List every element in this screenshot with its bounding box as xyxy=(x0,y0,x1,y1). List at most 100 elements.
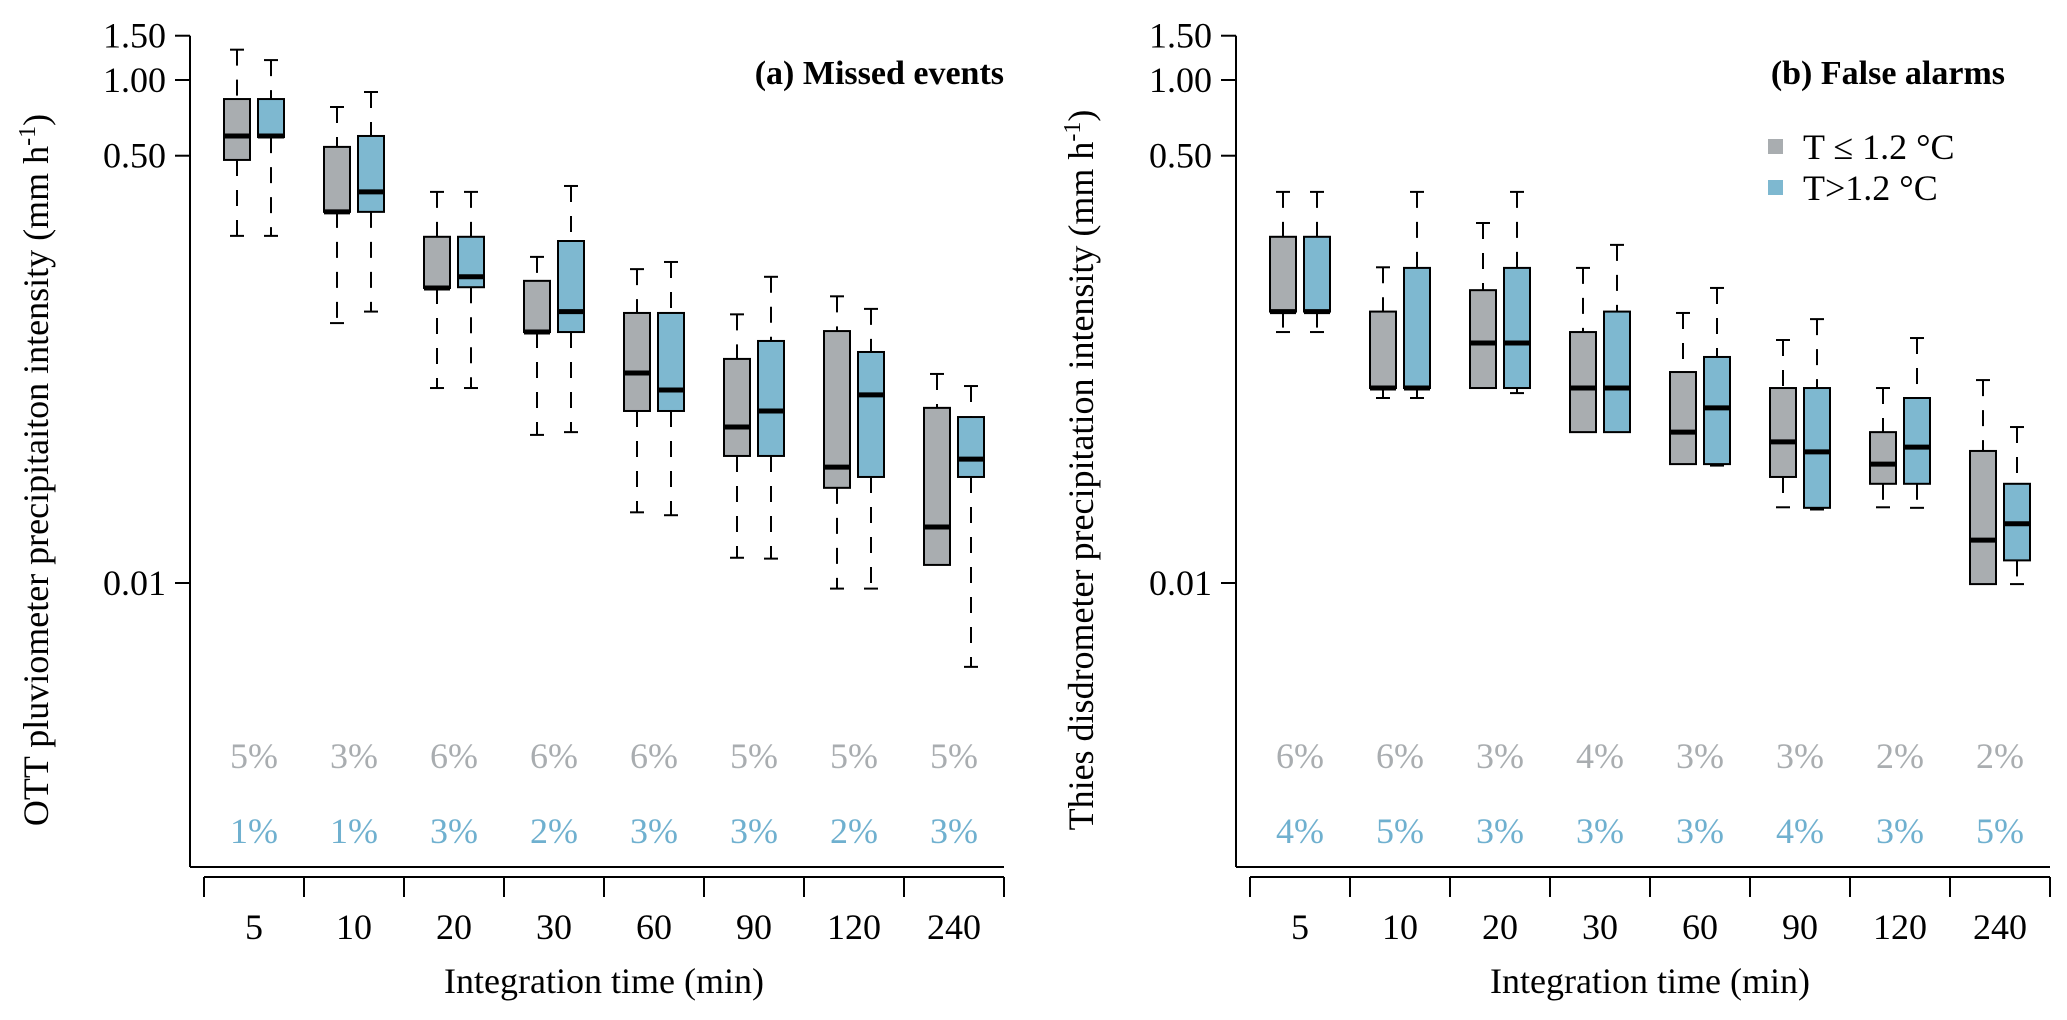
percent-label-cold: 3% xyxy=(1676,736,1724,776)
box-60-warm xyxy=(657,260,685,517)
box-iqr xyxy=(423,235,451,289)
box-iqr xyxy=(757,339,785,457)
percent-label-cold: 2% xyxy=(1976,736,2024,776)
y-axis: 1.501.00 0.50 0.01 xyxy=(1149,16,1237,867)
percent-label-cold: 5% xyxy=(730,736,778,776)
panel-false-alarms: (b) False alarms Thies disdrometer preci… xyxy=(1060,16,2051,1001)
box-iqr xyxy=(1803,387,1831,509)
box-iqr xyxy=(823,330,851,489)
box-60-warm xyxy=(1703,286,1731,467)
box-iqr xyxy=(923,406,951,566)
percent-label-cold: 5% xyxy=(930,736,978,776)
box-iqr xyxy=(557,240,585,334)
box-240-warm xyxy=(2003,426,2031,586)
box-iqr xyxy=(1603,310,1631,434)
percent-label-cold: 6% xyxy=(1276,736,1324,776)
box-iqr xyxy=(457,235,485,289)
box-iqr xyxy=(1903,396,1931,485)
box-iqr xyxy=(857,350,885,478)
y-tick-label: 1.00 xyxy=(1149,60,1212,100)
box-iqr xyxy=(1269,235,1297,313)
box-10-warm xyxy=(357,90,385,313)
percent-label-warm: 2% xyxy=(530,811,578,851)
box-iqr xyxy=(223,98,251,161)
x-axis: 5 10 20 30 60 90 120 240 xyxy=(190,866,1005,947)
legend-swatch-cold xyxy=(1768,139,1783,154)
legend-label-cold: T ≤ 1.2 °C xyxy=(1803,127,1955,167)
box-iqr xyxy=(1469,289,1497,390)
box-5-warm xyxy=(1303,190,1331,334)
box-5-cold xyxy=(1269,190,1297,334)
x-tick-label: 5 xyxy=(245,907,263,947)
box-iqr xyxy=(257,98,285,139)
percent-label-warm: 3% xyxy=(730,811,778,851)
percent-label-cold: 3% xyxy=(1476,736,1524,776)
panel-missed-events: (a) Missed events OTT pluviometer precip… xyxy=(15,16,1005,1001)
y-tick-label: 0.50 xyxy=(1149,136,1212,176)
percent-label-warm: 1% xyxy=(230,811,278,851)
y-axis: 1.501.00 0.50 0.01 xyxy=(103,16,191,867)
x-tick-label: 90 xyxy=(1782,907,1818,947)
y-tick-label: 0.50 xyxy=(103,136,166,176)
percent-label-warm: 3% xyxy=(430,811,478,851)
x-axis: 5 10 20 30 60 90 120 240 xyxy=(1236,866,2051,947)
percent-label-warm: 3% xyxy=(630,811,678,851)
box-iqr xyxy=(657,311,685,412)
box-iqr xyxy=(957,416,985,478)
box-90-warm xyxy=(1803,318,1831,511)
legend-swatch-warm xyxy=(1768,180,1783,195)
y-tick-label: 1.50 xyxy=(103,16,166,56)
box-10-cold xyxy=(1369,266,1397,399)
box-iqr xyxy=(1403,266,1431,390)
box-20-cold xyxy=(1469,222,1497,390)
x-tick-label: 120 xyxy=(827,907,881,947)
box-iqr xyxy=(523,279,551,334)
x-tick-label: 10 xyxy=(336,907,372,947)
x-tick-label: 240 xyxy=(1973,907,2027,947)
y-tick-label: 0.01 xyxy=(1149,563,1212,603)
percent-label-warm: 5% xyxy=(1376,811,1424,851)
box-30-cold xyxy=(523,255,551,436)
box-60-cold xyxy=(623,268,651,514)
box-iqr xyxy=(1869,431,1897,485)
x-tick-label: 30 xyxy=(1582,907,1618,947)
percent-label-cold: 2% xyxy=(1876,736,1924,776)
percent-label-warm: 3% xyxy=(1576,811,1624,851)
percent-label-cold: 5% xyxy=(830,736,878,776)
percent-label-cold: 5% xyxy=(230,736,278,776)
x-axis-title: Integration time (min) xyxy=(444,961,764,1001)
box-30-warm xyxy=(1603,243,1631,434)
box-240-warm xyxy=(957,385,985,668)
percent-label-cold: 4% xyxy=(1576,736,1624,776)
box-iqr xyxy=(357,134,385,213)
y-axis-title: OTT pluviometer precipitaiton intensity … xyxy=(15,114,56,826)
box-10-cold xyxy=(323,105,351,325)
percent-label-warm: 3% xyxy=(930,811,978,851)
box-iqr xyxy=(1969,449,1997,586)
percent-label-warm: 3% xyxy=(1676,811,1724,851)
x-tick-label: 10 xyxy=(1382,907,1418,947)
panel-title: (b) False alarms xyxy=(1771,55,2005,92)
percent-label-warm: 4% xyxy=(1276,811,1324,851)
percent-label-cold: 3% xyxy=(1776,736,1824,776)
boxes xyxy=(223,48,985,668)
box-iqr xyxy=(1303,235,1331,313)
box-iqr xyxy=(623,311,651,412)
box-20-warm xyxy=(1503,190,1531,395)
percent-label-warm: 4% xyxy=(1776,811,1824,851)
legend: T ≤ 1.2 °C T>1.2 °C xyxy=(1768,127,1955,208)
x-tick-label: 60 xyxy=(636,907,672,947)
x-tick-label: 5 xyxy=(1291,907,1309,947)
box-120-warm xyxy=(1903,337,1931,509)
box-iqr xyxy=(1703,355,1731,466)
percent-label-cold: 6% xyxy=(530,736,578,776)
box-iqr xyxy=(1669,371,1697,466)
percent-label-warm: 3% xyxy=(1876,811,1924,851)
box-5-warm xyxy=(257,59,285,237)
box-90-cold xyxy=(1769,339,1797,509)
x-tick-label: 90 xyxy=(736,907,772,947)
y-axis-title: Thies disdrometer precipitation intensit… xyxy=(1060,110,1101,831)
percent-label-cold: 6% xyxy=(1376,736,1424,776)
percent-label-cold: 6% xyxy=(630,736,678,776)
box-30-warm xyxy=(557,184,585,434)
